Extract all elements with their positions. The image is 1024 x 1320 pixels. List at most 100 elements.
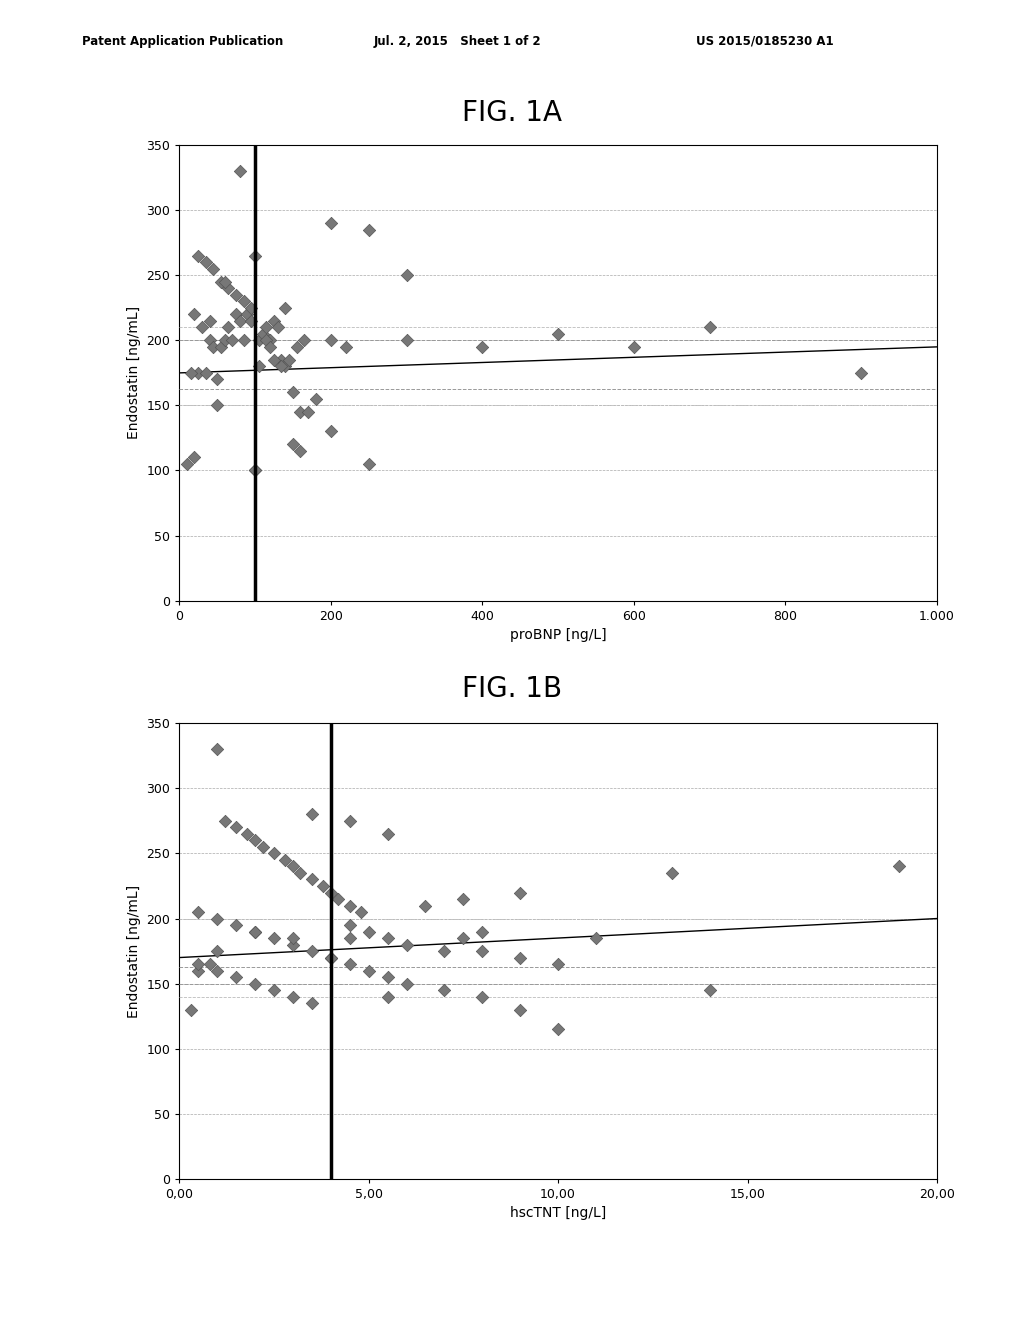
Point bbox=[265, 843, 282, 865]
Point bbox=[341, 953, 358, 974]
Point bbox=[224, 330, 241, 351]
Point bbox=[360, 454, 377, 475]
Point bbox=[360, 921, 377, 942]
Point bbox=[216, 810, 232, 832]
Point bbox=[323, 882, 339, 903]
Point bbox=[227, 915, 244, 936]
Point bbox=[360, 960, 377, 981]
Point bbox=[202, 310, 218, 331]
Point bbox=[300, 401, 316, 422]
Point bbox=[303, 869, 319, 890]
Point bbox=[189, 953, 206, 974]
Point bbox=[216, 271, 232, 292]
Point bbox=[664, 862, 680, 883]
Point bbox=[202, 953, 218, 974]
Point bbox=[198, 252, 214, 273]
Point bbox=[398, 330, 415, 351]
Point bbox=[285, 986, 301, 1007]
Point bbox=[231, 161, 248, 182]
Point bbox=[289, 337, 305, 358]
Point bbox=[236, 290, 252, 312]
X-axis label: hscTNT [ng/L]: hscTNT [ng/L] bbox=[510, 1206, 606, 1221]
Point bbox=[296, 330, 312, 351]
Point bbox=[455, 928, 471, 949]
Point bbox=[262, 337, 279, 358]
Point bbox=[265, 928, 282, 949]
Point bbox=[323, 946, 339, 968]
Point bbox=[254, 323, 270, 345]
Point bbox=[227, 966, 244, 987]
Point bbox=[588, 928, 604, 949]
Point bbox=[285, 381, 301, 403]
Text: FIG. 1A: FIG. 1A bbox=[462, 99, 562, 128]
Y-axis label: Endostatin [ng/mL]: Endostatin [ng/mL] bbox=[127, 306, 140, 440]
Point bbox=[186, 447, 203, 469]
Point bbox=[247, 830, 263, 851]
Point bbox=[323, 213, 339, 234]
Point bbox=[436, 940, 453, 961]
Point bbox=[550, 1019, 566, 1040]
Point bbox=[216, 330, 232, 351]
Point bbox=[512, 999, 528, 1020]
Point bbox=[307, 388, 324, 409]
Point bbox=[303, 804, 319, 825]
Point bbox=[209, 368, 225, 389]
Point bbox=[550, 953, 566, 974]
Point bbox=[258, 317, 274, 338]
Point bbox=[701, 317, 718, 338]
Point bbox=[341, 915, 358, 936]
Point bbox=[278, 850, 294, 871]
Point bbox=[258, 330, 274, 351]
Point bbox=[285, 935, 301, 956]
Point bbox=[247, 459, 263, 480]
Point bbox=[379, 824, 395, 845]
Point bbox=[303, 993, 319, 1014]
Point bbox=[265, 310, 282, 331]
Point bbox=[273, 350, 290, 371]
Point bbox=[251, 330, 267, 351]
Point bbox=[281, 350, 297, 371]
Y-axis label: Endostatin [ng/mL]: Endostatin [ng/mL] bbox=[127, 884, 140, 1018]
Point bbox=[273, 356, 290, 378]
Point bbox=[243, 310, 259, 331]
Point bbox=[303, 940, 319, 961]
Point bbox=[247, 921, 263, 942]
Point bbox=[220, 277, 237, 298]
Point bbox=[189, 960, 206, 981]
Point bbox=[315, 875, 332, 896]
Point bbox=[285, 855, 301, 876]
Point bbox=[182, 999, 199, 1020]
Point bbox=[285, 434, 301, 455]
Point bbox=[512, 946, 528, 968]
Point bbox=[341, 928, 358, 949]
Point bbox=[292, 401, 308, 422]
Point bbox=[626, 337, 642, 358]
Point bbox=[247, 459, 263, 480]
Point bbox=[512, 882, 528, 903]
Point bbox=[398, 935, 415, 956]
Point bbox=[198, 362, 214, 383]
Point bbox=[251, 356, 267, 378]
Point bbox=[227, 817, 244, 838]
Point bbox=[341, 810, 358, 832]
Point bbox=[265, 350, 282, 371]
X-axis label: proBNP [ng/L]: proBNP [ng/L] bbox=[510, 628, 606, 643]
Point bbox=[205, 259, 221, 280]
Point bbox=[474, 986, 490, 1007]
Point bbox=[701, 979, 718, 1001]
Text: FIG. 1B: FIG. 1B bbox=[462, 675, 562, 704]
Point bbox=[205, 337, 221, 358]
Point bbox=[323, 330, 339, 351]
Point bbox=[353, 902, 370, 923]
Point bbox=[202, 330, 218, 351]
Point bbox=[436, 979, 453, 1001]
Point bbox=[269, 317, 286, 338]
Point bbox=[194, 317, 210, 338]
Point bbox=[285, 928, 301, 949]
Point bbox=[209, 395, 225, 416]
Point bbox=[418, 895, 434, 916]
Point bbox=[186, 304, 203, 325]
Point bbox=[265, 979, 282, 1001]
Text: US 2015/0185230 A1: US 2015/0185230 A1 bbox=[696, 34, 834, 48]
Point bbox=[474, 921, 490, 942]
